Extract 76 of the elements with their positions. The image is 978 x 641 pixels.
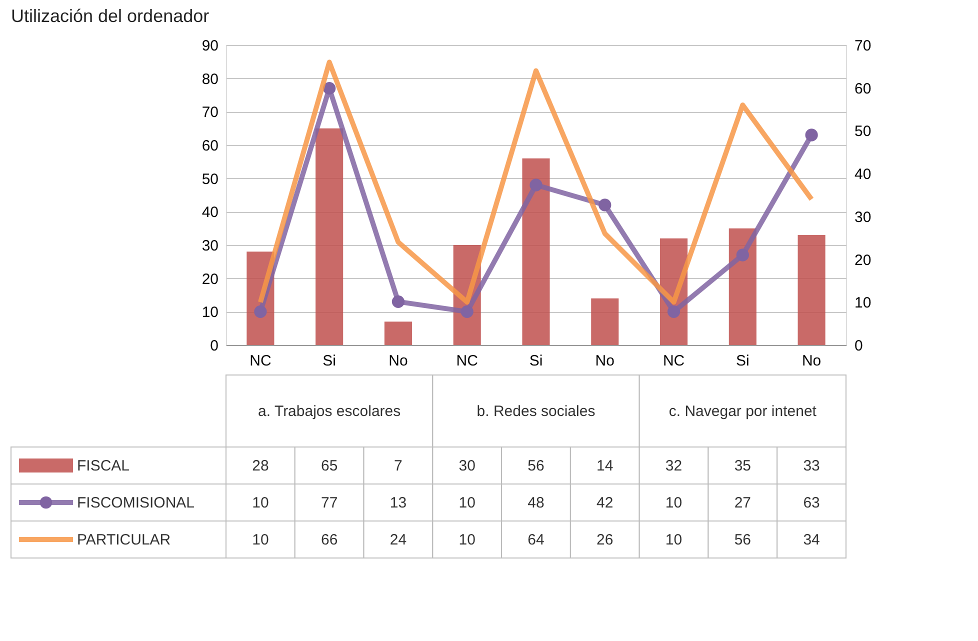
data-label: 66 (320, 532, 338, 548)
data-label: 34 (803, 532, 820, 548)
bar (591, 298, 619, 345)
x-tick-label: Si (736, 352, 750, 370)
bar (384, 322, 412, 345)
data-label: 64 (528, 532, 544, 548)
y-tick-label: 90 (202, 38, 218, 54)
point (530, 178, 542, 192)
x-tick-label: No (802, 352, 822, 370)
data-label: 32 (665, 458, 682, 474)
x-tick-label: Si (322, 352, 336, 370)
y-tick-label: 20 (202, 270, 218, 288)
x-tick-label: NC (662, 352, 685, 370)
data-label: 65 (320, 458, 338, 474)
point (254, 305, 267, 318)
data-label: 28 (252, 458, 269, 474)
data-label: 10 (665, 532, 682, 548)
y-tick-label: 30 (202, 238, 218, 254)
text: c. Navegar por intenet (668, 403, 818, 420)
legend-label: FISCOMISIONAL (77, 494, 195, 512)
data-label: 10 (252, 532, 269, 548)
y-tick-label: 40 (202, 204, 218, 222)
bar (522, 158, 550, 345)
x-tick-label: Si (529, 352, 543, 370)
point (805, 128, 818, 142)
bar (728, 228, 756, 345)
y-tick-label: 60 (202, 138, 218, 154)
data-label: 63 (803, 494, 820, 512)
data-label: 48 (528, 494, 544, 512)
y2-tick-label: 0 (854, 338, 863, 354)
data-label: 24 (390, 532, 407, 548)
text: a. Trabajos escolares (258, 403, 401, 420)
point (736, 248, 749, 262)
y-tick-label: 10 (202, 304, 218, 322)
y2-tick-label: 60 (854, 80, 872, 98)
x-tick-label: No (388, 352, 408, 370)
data-label: 10 (458, 532, 476, 548)
x-tick-label: No (595, 352, 614, 370)
y2-tick-label: 70 (854, 38, 872, 54)
data-label: 42 (596, 494, 614, 512)
data-label: 56 (734, 532, 752, 548)
chart-title: Utilización del ordenador (11, 6, 210, 26)
text: b. Redes sociales (476, 403, 596, 420)
y2-tick-label: 50 (854, 123, 872, 140)
point (323, 82, 336, 95)
x-tick-label: NC (250, 352, 272, 370)
data-label: 77 (320, 494, 338, 512)
data-label: 7 (394, 458, 402, 474)
data-label: 35 (734, 458, 752, 474)
bar (316, 128, 344, 345)
legend-label: PARTICULAR (77, 532, 171, 548)
data-label: 10 (458, 494, 476, 512)
y2-tick-label: 10 (854, 294, 872, 312)
y-tick-label: 80 (202, 70, 218, 88)
data-label: 14 (596, 458, 614, 474)
data-label: 26 (596, 532, 614, 548)
point (667, 305, 680, 318)
y2-tick-label: 40 (854, 166, 872, 184)
x-tick-label: NC (456, 352, 478, 370)
data-label: 13 (390, 494, 407, 512)
data-label: 30 (458, 458, 476, 474)
data-label: 10 (252, 494, 269, 512)
point (598, 198, 612, 212)
point (392, 295, 405, 308)
y2-tick-label: 20 (854, 252, 872, 269)
y2-tick-label: 30 (854, 208, 872, 226)
data-label: 27 (734, 494, 752, 512)
y-tick-label: 70 (202, 104, 218, 122)
point (460, 305, 474, 318)
data-label: 33 (803, 458, 820, 474)
data-label: 10 (665, 494, 682, 512)
y-tick-label: 50 (202, 170, 218, 188)
legend-label: FISCAL (77, 458, 130, 474)
y-tick-label: 0 (210, 338, 218, 354)
bar (798, 235, 826, 345)
data-label: 56 (528, 458, 544, 474)
